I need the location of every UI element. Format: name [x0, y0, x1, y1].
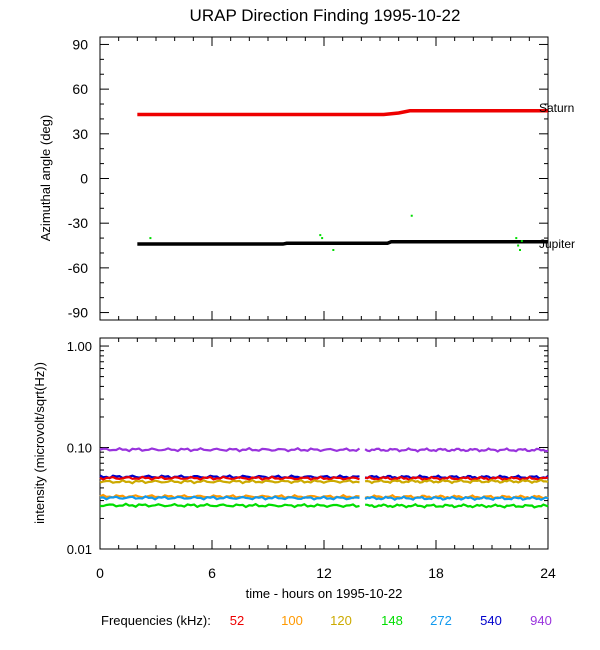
intensity-line-272: [364, 495, 549, 502]
legend-item-52: 52: [230, 613, 244, 628]
intensity-panel: 1.00 0.10 0.01 0 6 12 18 24 intensity (microvol…: [32, 337, 556, 581]
intensity-line-120: [365, 478, 549, 485]
azimuth-ticks: 90 60 30 0 -30 -60 -90: [68, 36, 549, 321]
intensity-line-120: [99, 478, 360, 485]
legend-item-940: 940: [530, 613, 552, 628]
azimuth-y-tick-label: -30: [68, 215, 88, 231]
azimuth-scatter-point: [149, 237, 152, 240]
x-tick-label: 18: [428, 565, 444, 581]
intensity-y-tick-label: 0.01: [67, 542, 92, 557]
azimuth-panel: 90 60 30 0 -30 -60 -90 Saturn Jupiter Azimutha…: [38, 36, 575, 320]
intensity-y-tick-label: 0.10: [67, 441, 92, 456]
azimuth-series: [137, 108, 548, 246]
legend-title: Frequencies (kHz):: [101, 613, 211, 628]
azimuth-scatter-point: [332, 248, 335, 251]
azimuth-y-tick-label: -90: [68, 305, 88, 321]
legend-item-120: 120: [330, 613, 352, 628]
intensity-line-52: [365, 475, 549, 482]
azimuth-y-tick-label: -60: [68, 260, 88, 276]
azimuth-scatter-point: [321, 237, 324, 240]
azimuth-plot-frame: [99, 36, 549, 321]
frequency-legend: Frequencies (kHz): 52 100 120 148 272 540 940: [101, 613, 552, 628]
intensity-y-axis-label: intensity (microvolt/sqrt(Hz)): [32, 362, 47, 524]
intensity-line-940: [99, 446, 361, 453]
azimuth-scatter-point: [520, 240, 523, 243]
x-axis-label: time - hours on 1995-10-22: [246, 586, 403, 601]
legend-item-540: 540: [480, 613, 502, 628]
intensity-line-272: [99, 495, 360, 501]
x-tick-label: 6: [208, 565, 216, 581]
saturn-label: Saturn: [539, 101, 574, 115]
series-line-saturn: [137, 108, 548, 117]
azimuth-scatter-point: [410, 214, 413, 217]
intensity-y-tick-label: 1.00: [67, 339, 92, 354]
azimuth-y-tick-label: 30: [72, 126, 88, 142]
azimuth-scatter: [149, 214, 523, 251]
chart-title: URAP Direction Finding 1995-10-22: [190, 6, 461, 25]
intensity-ticks: 1.00 0.10 0.01 0 6 12 18 24: [67, 338, 556, 581]
legend-item-148: 148: [381, 613, 403, 628]
azimuth-scatter-point: [517, 244, 520, 247]
legend-item-100: 100: [281, 613, 303, 628]
intensity-line-940: [364, 447, 549, 453]
intensity-line-148: [365, 503, 549, 509]
x-tick-label: 12: [316, 565, 332, 581]
legend-item-272: 272: [430, 613, 452, 628]
azimuth-scatter-point: [519, 248, 521, 251]
series-line-jupiter: [137, 240, 548, 246]
azimuth-y-axis-label: Azimuthal angle (deg): [38, 115, 53, 241]
intensity-line-148: [100, 502, 360, 509]
azimuth-scatter-point: [319, 234, 322, 237]
azimuth-y-tick-label: 90: [72, 36, 88, 52]
azimuth-scatter-point: [515, 237, 518, 240]
x-tick-label: 24: [540, 565, 556, 581]
azimuth-y-tick-label: 60: [72, 81, 88, 97]
intensity-plot-frame: [99, 337, 549, 550]
jupiter-label: Jupiter: [539, 237, 575, 251]
intensity-line-52: [99, 475, 360, 481]
azimuth-y-tick-label: 0: [80, 171, 88, 187]
intensity-series: [99, 446, 549, 509]
x-tick-label: 0: [96, 565, 104, 581]
